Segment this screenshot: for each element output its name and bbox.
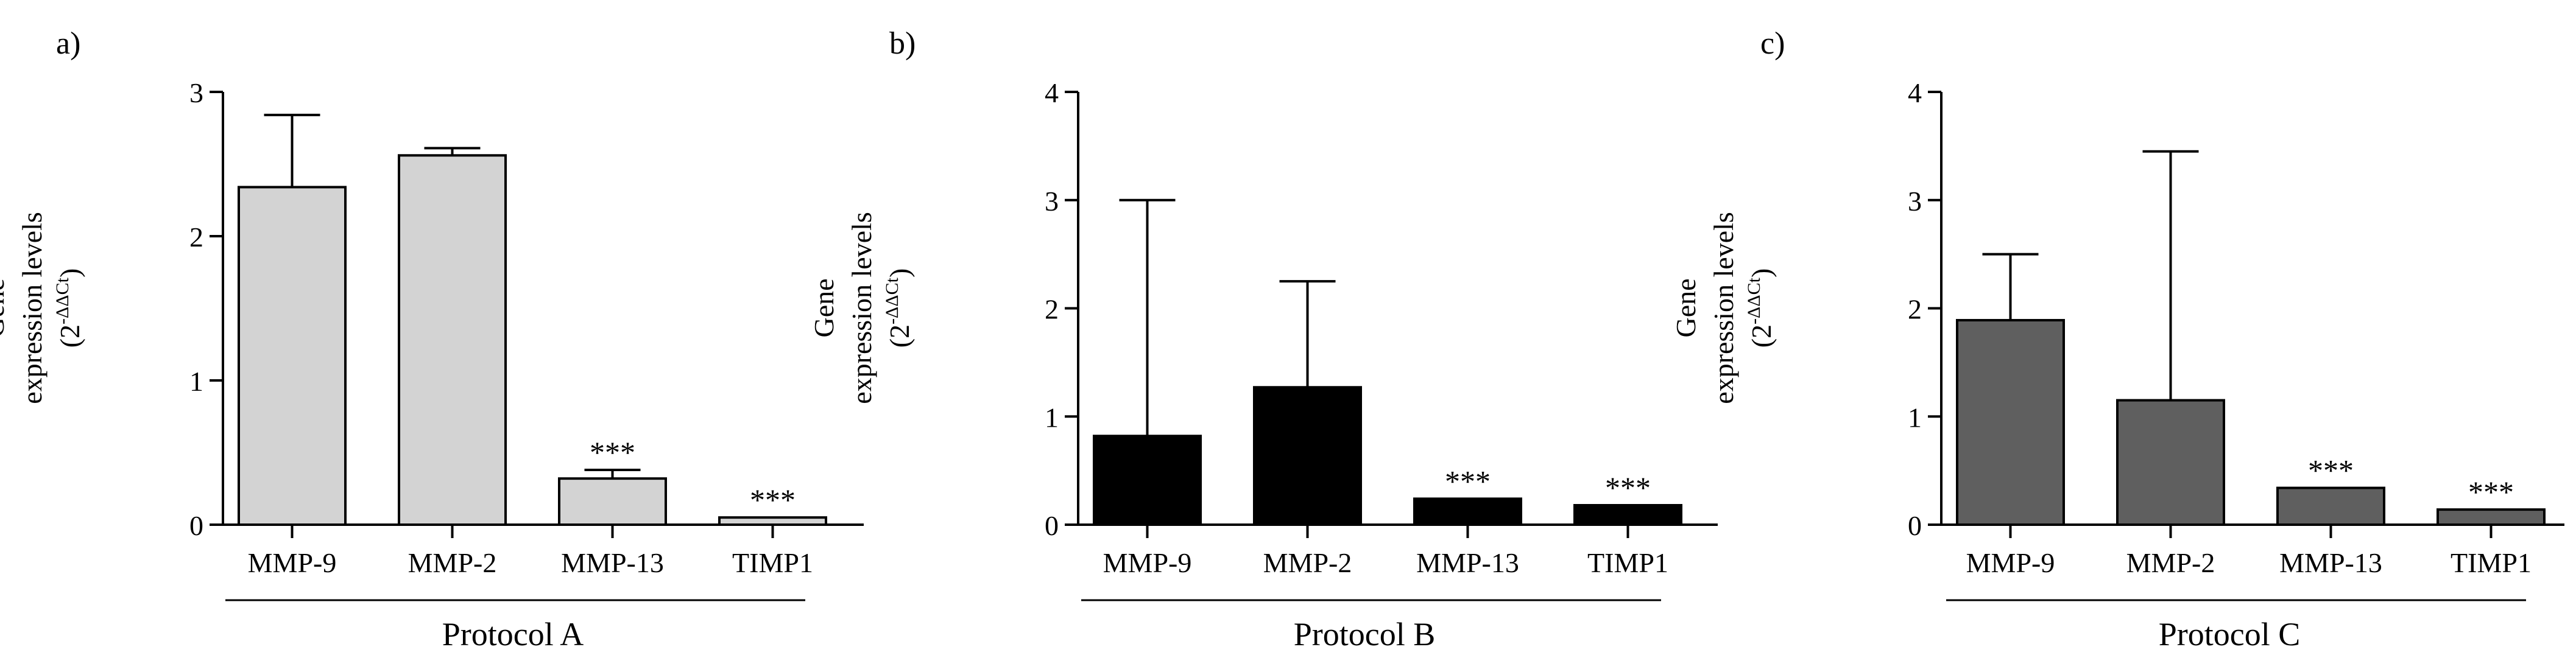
bar-mmp-9: [1093, 435, 1202, 526]
bar-mmp-13: [2276, 486, 2385, 527]
x-tick-label: MMP-2: [408, 547, 497, 578]
x-tick-label: TIMP1: [2451, 547, 2532, 578]
y-axis-label-superscript: -ΔΔCt: [52, 277, 72, 324]
y-tick-label: 3: [189, 77, 203, 108]
y-tick-label: 3: [1908, 186, 1922, 217]
x-tick-label: TIMP1: [1587, 547, 1668, 578]
y-axis-label: Gene expression levels (2-ΔΔCt): [808, 212, 915, 404]
y-axis-label-line: ): [54, 268, 85, 278]
group-label: Protocol B: [1294, 616, 1436, 653]
bar-timp1: [718, 516, 827, 527]
significance-label: ***: [1605, 471, 1651, 505]
y-axis-label-line: expression levels: [16, 212, 48, 404]
bar-mmp-13: [1413, 497, 1522, 527]
chart-panel-1: a) 0 1 2 3 Gene expression levels (2-ΔΔCt) MMP-9…: [0, 26, 864, 653]
y-axis-label: Gene expression levels (2-ΔΔCt): [0, 212, 85, 404]
panel-label: b): [889, 26, 916, 61]
y-tick-label: 2: [1045, 294, 1059, 325]
y-tick-label: 2: [1908, 294, 1922, 325]
x-tick-label: MMP-9: [1103, 547, 1192, 578]
x-tick-label: MMP-13: [1416, 547, 1519, 578]
y-axis-label-superscript: -ΔΔCt: [882, 277, 902, 324]
y-axis-label-line: expression levels: [846, 212, 877, 404]
group-label: Protocol C: [2159, 616, 2301, 653]
significance-label: ***: [590, 435, 635, 469]
y-tick-label: 1: [189, 366, 203, 397]
chart-panel-3: c) 0 1 2 3 4 Gene expression levels (2-ΔΔCt) MMP-…: [1670, 26, 2564, 653]
group-label: Protocol A: [442, 616, 584, 653]
y-tick-label: 1: [1045, 402, 1059, 433]
bar-mmp-9: [238, 186, 347, 527]
y-tick-label: 3: [1045, 186, 1059, 217]
significance-label: ***: [1445, 464, 1491, 498]
bar-mmp-13: [558, 477, 667, 526]
y-tick-label: 0: [1908, 510, 1922, 541]
y-axis-label-line: expression levels: [1708, 212, 1739, 404]
bar-mmp-2: [398, 154, 507, 526]
y-tick-label: 4: [1045, 77, 1059, 108]
y-tick-label: 4: [1908, 77, 1922, 108]
x-tick-label: TIMP1: [732, 547, 813, 578]
y-axis-label-superscript: -ΔΔCt: [1744, 277, 1764, 324]
y-axis-label: Gene expression levels (2-ΔΔCt): [1670, 212, 1777, 404]
y-axis-label-line: (2: [884, 324, 915, 348]
bar-mmp-2: [2116, 399, 2225, 527]
panel-label: a): [56, 26, 80, 61]
x-tick-label: MMP-13: [561, 547, 664, 578]
y-tick-label: 0: [1045, 510, 1059, 541]
panel-label: c): [1760, 26, 1785, 61]
bar-mmp-2: [1253, 386, 1362, 526]
x-tick-label: MMP-9: [248, 547, 337, 578]
significance-label: ***: [2308, 453, 2354, 488]
y-tick-label: 2: [189, 222, 203, 253]
y-axis-label-line: Gene: [0, 278, 10, 337]
x-tick-label: MMP-9: [1966, 547, 2055, 578]
significance-label: ***: [2468, 475, 2514, 509]
x-tick-label: MMP-2: [2126, 547, 2215, 578]
x-tick-label: MMP-2: [1263, 547, 1352, 578]
y-axis-label-line: Gene: [1670, 278, 1701, 337]
x-tick-label: MMP-13: [2279, 547, 2382, 578]
y-axis-label-line: ): [884, 268, 915, 278]
bar-timp1: [1573, 504, 1682, 527]
y-axis-label-line: Gene: [808, 278, 839, 337]
bar-timp1: [2437, 508, 2546, 526]
significance-label: ***: [750, 483, 796, 517]
y-axis-label-line: ): [1746, 268, 1777, 278]
y-tick-label: 1: [1908, 402, 1922, 433]
y-tick-label: 0: [189, 510, 203, 541]
y-axis-label-line: (2: [54, 324, 85, 348]
y-axis-label-line: (2: [1746, 324, 1777, 348]
bar-mmp-9: [1956, 319, 2065, 526]
